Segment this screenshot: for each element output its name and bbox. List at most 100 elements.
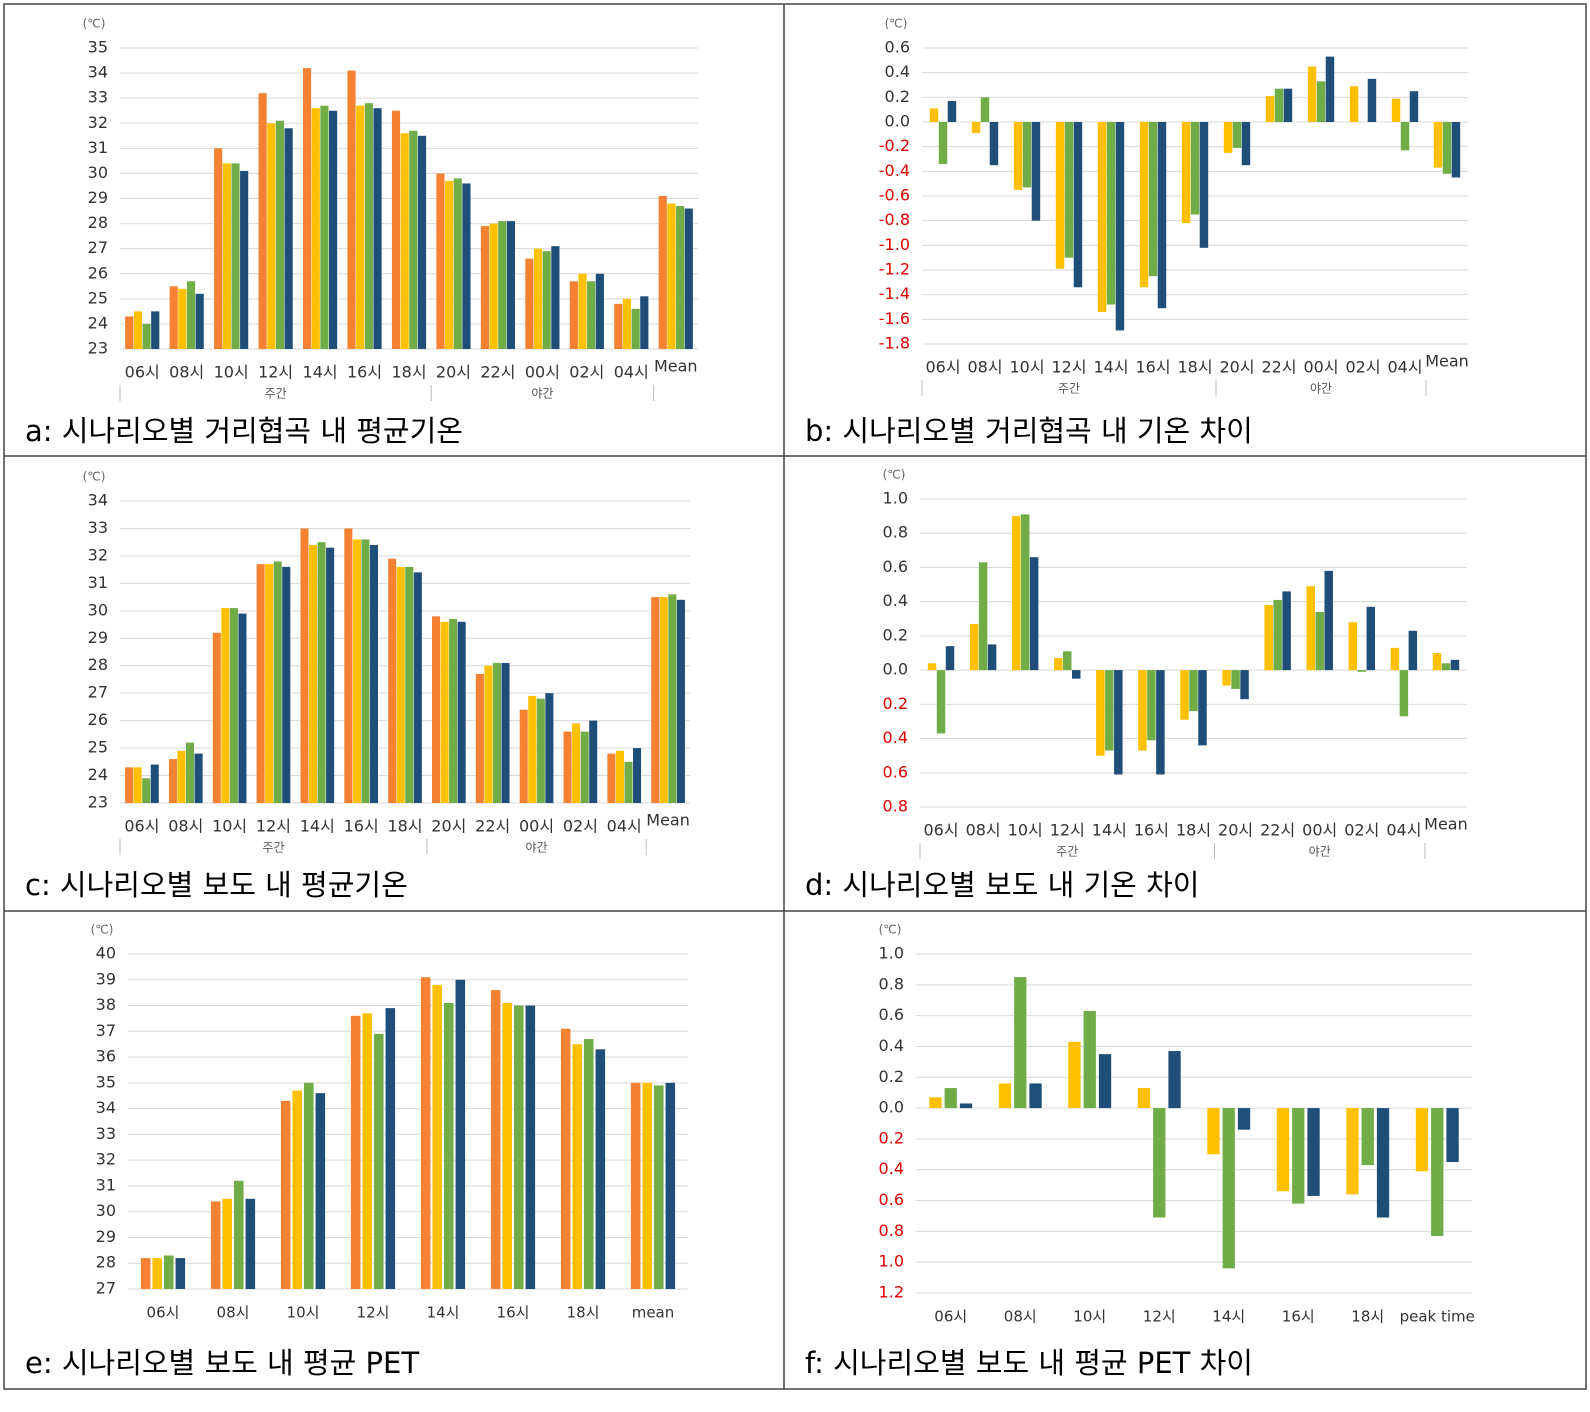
x-tick-label: mean [632, 1304, 675, 1322]
bar [665, 1082, 676, 1289]
y-tick-label: 28 [96, 1253, 116, 1272]
y-tick-label: 26 [88, 710, 108, 729]
y-tick-label: 34 [96, 1098, 116, 1117]
y-tick-label: 29 [88, 628, 108, 647]
bar [938, 122, 948, 164]
bar [300, 528, 309, 803]
bar [1115, 122, 1125, 331]
y-tick-label: 28 [88, 213, 108, 232]
unit-label: (℃) [885, 17, 908, 31]
bar [506, 221, 516, 349]
bar [654, 1085, 664, 1289]
bar [284, 128, 293, 349]
bar [502, 1002, 512, 1289]
y-tick-label: 1.2 [879, 1283, 904, 1302]
y-tick-label: 24 [88, 313, 108, 332]
bar [615, 750, 624, 803]
x-tick-label: 12시 [357, 1304, 390, 1322]
bar [498, 221, 507, 349]
bar [519, 709, 528, 803]
bar [1391, 98, 1401, 122]
bar [1156, 670, 1165, 775]
x-tick-label: 06시 [125, 363, 160, 382]
x-tick-label: 02시 [563, 817, 598, 836]
y-tick-label: 0.8 [879, 1221, 904, 1240]
x-tick-label: 00시 [519, 817, 554, 836]
x-tick-label: 10시 [1073, 1308, 1106, 1326]
y-tick-label: -0.2 [879, 136, 910, 155]
x-tick-label: 20시 [431, 817, 466, 836]
bar [1157, 122, 1167, 309]
bar [1098, 1054, 1112, 1109]
y-tick-label: 35 [88, 38, 108, 57]
bar [267, 123, 276, 349]
x-tick-label: 18시 [391, 363, 426, 382]
x-tick-label: 22시 [480, 363, 515, 382]
bar [633, 748, 642, 803]
x-tick-label: 06시 [925, 358, 960, 377]
chart-title: b: 시나리오별 거리협곡 내 기온 차이 [805, 414, 1253, 448]
y-tick-label: 33 [96, 1124, 116, 1143]
bar [944, 1088, 957, 1109]
bar [150, 764, 159, 803]
chart-title: a: 시나리오별 거리협곡 내 평균기온 [25, 414, 463, 448]
x-tick-label: Mean [654, 357, 698, 376]
bar [642, 1082, 652, 1289]
x-tick-label: 14시 [300, 817, 335, 836]
bar [436, 173, 445, 349]
y-tick-label: 27 [88, 238, 108, 257]
x-tick-label: 08시 [966, 821, 1001, 840]
bar [374, 1033, 384, 1289]
bar [361, 539, 370, 803]
x-tick-label: peak time [1400, 1308, 1475, 1326]
x-tick-label: 12시 [1050, 821, 1085, 840]
bar [309, 544, 318, 803]
bar [631, 308, 640, 349]
y-tick-label: 0.2 [885, 87, 910, 106]
bar [651, 597, 660, 803]
bar [344, 528, 353, 803]
x-tick-label: 08시 [169, 363, 204, 382]
bar [490, 990, 501, 1289]
bar [140, 1258, 151, 1289]
bar [256, 564, 265, 803]
x-tick-label: 22시 [1261, 358, 1296, 377]
x-tick-label: 18시 [1351, 1308, 1384, 1326]
bar [624, 761, 633, 803]
y-tick-label: 27 [96, 1279, 116, 1298]
y-tick-label: 0.2 [879, 1128, 904, 1147]
bar [589, 720, 598, 803]
bar [432, 984, 442, 1289]
bar [1083, 1011, 1096, 1109]
x-tick-label: 04시 [1387, 358, 1422, 377]
x-tick-label: 20시 [1218, 821, 1253, 840]
bar [350, 1015, 361, 1289]
bar [1031, 122, 1041, 221]
y-tick-label: 37 [96, 1021, 116, 1040]
x-tick-label: 10시 [287, 1304, 320, 1322]
bar [186, 742, 195, 803]
bar [929, 1097, 942, 1109]
bar [1400, 122, 1410, 151]
bar [998, 1083, 1012, 1109]
y-tick-label: 29 [96, 1227, 116, 1246]
x-tick-label: 04시 [607, 817, 642, 836]
bar [1376, 1108, 1390, 1218]
bar [413, 572, 422, 803]
x-tick-label: 16시 [347, 363, 382, 382]
x-tick-label: 06시 [147, 1304, 180, 1322]
bar [1232, 122, 1242, 148]
bar [133, 767, 142, 803]
bar [1273, 599, 1282, 671]
bar [212, 632, 221, 803]
x-tick-label: 14시 [303, 363, 338, 382]
bar [315, 1093, 326, 1289]
bar [1237, 1108, 1251, 1130]
bar [1114, 670, 1123, 775]
y-tick-label: 0.6 [883, 762, 908, 781]
y-tick-label: 0.4 [885, 62, 910, 81]
bar [607, 753, 616, 803]
bar [584, 1039, 594, 1289]
bar [475, 673, 484, 803]
y-tick-label: 28 [88, 655, 108, 674]
